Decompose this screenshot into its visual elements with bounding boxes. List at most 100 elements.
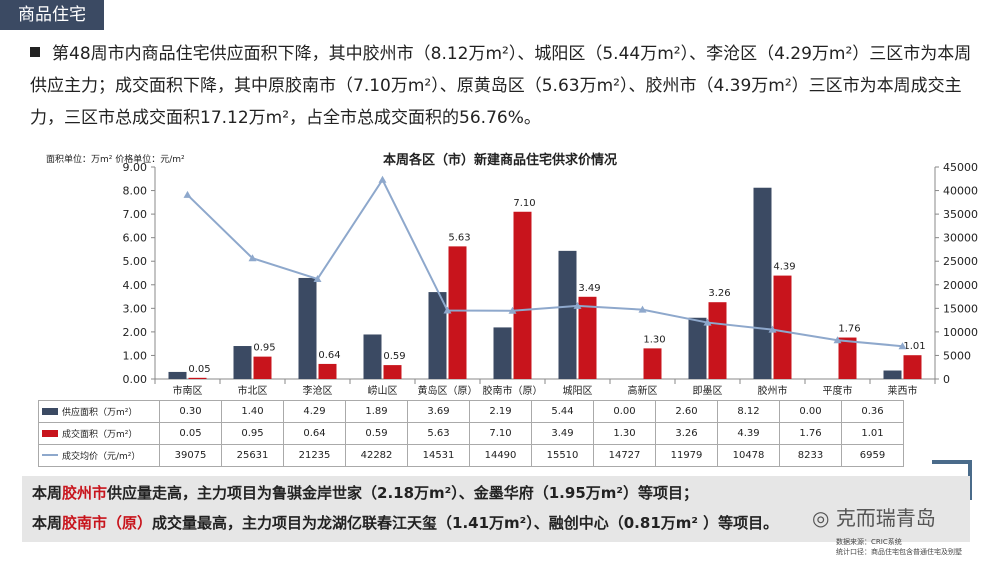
supply-bar xyxy=(753,187,772,379)
summary-box: 本周胶州市供应量走高，主力项目为鲁骐金岸世家（2.18万m²）、金墨华府（1.9… xyxy=(22,476,970,542)
price-line xyxy=(186,177,903,348)
deal-bar xyxy=(903,355,922,379)
supply-bar xyxy=(298,277,317,379)
y-tick-label-right: 15000 xyxy=(943,302,978,315)
y-tick-label-right: 20000 xyxy=(943,279,978,292)
legend-swatch xyxy=(42,430,58,437)
deal-data-label: 3.26 xyxy=(708,288,730,299)
deal-data-label: 5.63 xyxy=(448,232,470,243)
y-tick-label-right: 45000 xyxy=(943,161,978,174)
deal-data-label: 1.01 xyxy=(903,341,925,352)
y-tick-label-right: 10000 xyxy=(943,326,978,339)
deal-bar xyxy=(838,337,857,379)
legend-label: 成交面积（万m²） xyxy=(62,430,138,440)
deal-data-label: 1.30 xyxy=(643,334,665,345)
supply-bar xyxy=(688,317,707,379)
y-tick-label-right: 25000 xyxy=(943,255,978,268)
price-point xyxy=(443,306,452,314)
table-cell: 0.30 xyxy=(159,400,222,423)
intro-text: 第48周市内商品住宅供应面积下降，其中胶州市（8.12万m²）、城阳区（5.44… xyxy=(30,44,972,128)
summary-line-2: 本周胶南市（原）成交量最高，主力项目为龙湖亿联春江天玺（1.41万m²）、融创中… xyxy=(32,514,779,532)
deal-data-label: 4.39 xyxy=(773,262,795,273)
table-row: 成交均价（元/m²） 39075 25631 21235 42282 14531 14490… xyxy=(38,444,904,467)
y-tick-label-right: 35000 xyxy=(943,208,978,221)
table-cell: 8.12 xyxy=(717,400,780,423)
deal-data-label: 7.10 xyxy=(513,198,535,209)
table-cell: 1.40 xyxy=(221,400,284,423)
y-tick-label-left: 4.00 xyxy=(123,279,148,292)
row-label: 成交面积（万m²） xyxy=(38,422,160,445)
table-cell: 1.76 xyxy=(779,422,842,445)
table-row: 成交面积（万m²） 0.05 0.95 0.64 0.59 5.63 7.10 3.49 1.3… xyxy=(38,422,904,445)
deal-bar xyxy=(708,302,727,379)
y-tick-label-right: 30000 xyxy=(943,232,978,245)
supply-bar xyxy=(233,346,252,379)
supply-bar xyxy=(168,371,187,379)
x-tick-label: 胶州市 xyxy=(758,384,788,397)
deal-bar xyxy=(578,296,597,379)
price-point xyxy=(833,336,842,344)
x-tick-label: 城阳区 xyxy=(563,385,593,397)
deal-bar xyxy=(448,246,467,379)
table-cell: 3.26 xyxy=(655,422,718,445)
deal-bar xyxy=(188,377,207,379)
deal-bar xyxy=(773,275,792,379)
y-tick-label-right: 5000 xyxy=(943,349,971,362)
table-cell: 14490 xyxy=(469,444,532,467)
x-tick-label: 高新区 xyxy=(628,384,658,397)
legend-label: 成交均价（元/m²） xyxy=(62,452,141,462)
table-cell: 7.10 xyxy=(469,422,532,445)
y-tick-label-right: 40000 xyxy=(943,185,978,198)
x-tick-label: 市南区 xyxy=(173,384,203,397)
table-cell: 10478 xyxy=(717,444,780,467)
y-tick-label-right: 0 xyxy=(943,373,950,386)
watermark-logo: ◎ 克而瑞青岛 xyxy=(812,506,936,530)
table-cell: 3.49 xyxy=(531,422,594,445)
price-point xyxy=(378,175,387,183)
x-tick-label: 莱西市 xyxy=(888,384,918,397)
deal-data-label: 0.05 xyxy=(188,364,210,375)
supply-bar xyxy=(883,370,902,379)
summary-line-1: 本周胶州市供应量走高，主力项目为鲁骐金岸世家（2.18万m²）、金墨华府（1.9… xyxy=(32,484,698,502)
table-cell: 1.89 xyxy=(345,400,408,423)
y-tick-label-left: 5.00 xyxy=(123,255,148,268)
price-point xyxy=(313,274,322,282)
x-tick-label: 黄岛区（原） xyxy=(418,384,478,397)
deal-bar xyxy=(318,363,337,379)
table-cell: 0.36 xyxy=(841,400,904,423)
deal-bar xyxy=(643,348,662,379)
data-table: 供应面积（万m²） 0.30 1.40 4.29 1.89 3.69 2.19 5.44 0.0… xyxy=(38,400,904,467)
deal-bar xyxy=(383,365,402,379)
table-cell: 2.60 xyxy=(655,400,718,423)
table-cell: 4.29 xyxy=(283,400,346,423)
y-tick-label-left: 1.00 xyxy=(123,349,148,362)
table-cell: 11979 xyxy=(655,444,718,467)
price-point xyxy=(898,342,907,350)
table-cell: 14531 xyxy=(407,444,470,467)
deal-bar xyxy=(513,211,532,379)
table-row: 供应面积（万m²） 0.30 1.40 4.29 1.89 3.69 2.19 5.44 0.0… xyxy=(38,400,904,423)
table-cell: 1.30 xyxy=(593,422,656,445)
unit-note: 面积单位：万m² 价格单位：元/m² xyxy=(46,155,185,165)
chart: 0.00 1.00 2.00 3.00 4.00 5.00 6.00 7.00 8.00 9.00… xyxy=(123,161,979,397)
table-cell: 0.05 xyxy=(159,422,222,445)
price-point xyxy=(703,318,712,326)
legend-swatch xyxy=(42,408,58,415)
deal-bar xyxy=(253,356,272,379)
bullet-icon xyxy=(30,47,40,57)
source-note: 数据来源：CRIC系统 统计口径：商品住宅包含普通住宅及别墅 xyxy=(836,538,962,556)
table-cell: 42282 xyxy=(345,444,408,467)
y-tick-label-left: 6.00 xyxy=(123,232,148,245)
y-tick-label-left: 8.00 xyxy=(123,185,148,198)
x-tick-label: 李沧区 xyxy=(303,384,333,397)
deal-data-label: 1.76 xyxy=(838,324,860,335)
deal-data-label: 0.64 xyxy=(318,350,340,361)
table-cell: 3.69 xyxy=(407,400,470,423)
row-label: 成交均价（元/m²） xyxy=(38,444,160,467)
table-cell: 8233 xyxy=(779,444,842,467)
y-tick-label-left: 7.00 xyxy=(123,208,148,221)
x-tick-label: 市北区 xyxy=(238,384,268,397)
section-tag: 商品住宅 xyxy=(0,0,104,30)
y-tick-label-left: 9.00 xyxy=(123,161,148,174)
